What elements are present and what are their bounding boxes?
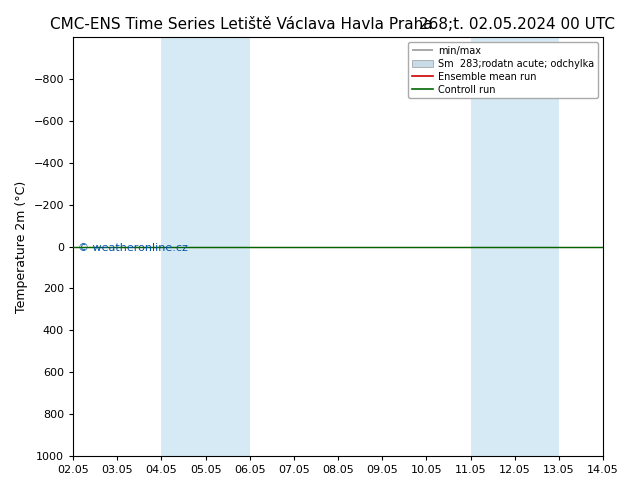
- Text: 268;t. 02.05.2024 00 UTC: 268;t. 02.05.2024 00 UTC: [419, 17, 615, 32]
- Bar: [470, 37, 559, 456]
- Bar: [162, 37, 250, 456]
- Y-axis label: Temperature 2m (°C): Temperature 2m (°C): [15, 180, 28, 313]
- Legend: min/max, Sm  283;rodatn acute; odchylka, Ensemble mean run, Controll run: min/max, Sm 283;rodatn acute; odchylka, …: [408, 42, 598, 98]
- Text: CMC-ENS Time Series Letiště Václava Havla Praha: CMC-ENS Time Series Letiště Václava Havl…: [49, 17, 432, 32]
- Text: © weatheronline.cz: © weatheronline.cz: [79, 243, 188, 253]
